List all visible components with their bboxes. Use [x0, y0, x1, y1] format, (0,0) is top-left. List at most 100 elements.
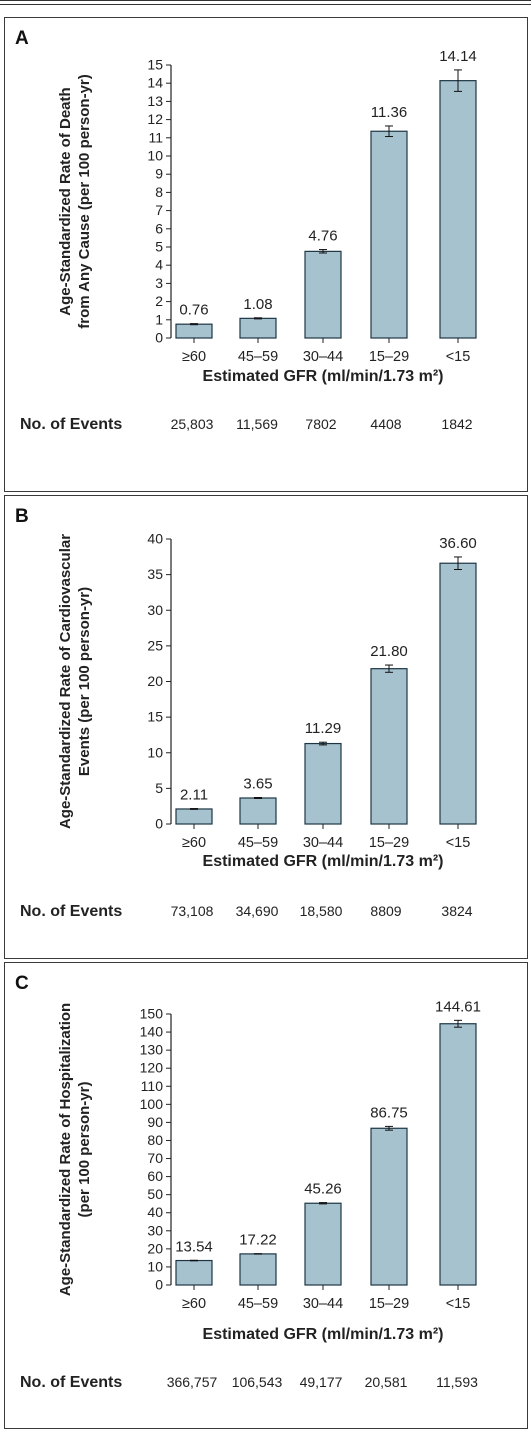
y-axis-title-line-2: Events (per 100 person-yr) [76, 587, 93, 776]
panel-label: A [15, 28, 29, 49]
events-label: No. of Events [20, 903, 122, 920]
y-tick-label: 110 [141, 1078, 164, 1094]
y-tick-label: 35 [147, 566, 163, 582]
y-axis-title-line-2: (per 100 person-yr) [76, 1082, 93, 1218]
data-label: 3.65 [243, 775, 272, 792]
panel-label: C [15, 973, 29, 994]
y-tick-label: 80 [147, 1132, 163, 1148]
y-tick-label: 10 [147, 744, 163, 760]
y-tick-label: 12 [147, 111, 163, 127]
y-tick-label: 15 [147, 57, 163, 73]
panel-b: B Age-Standardized Rate of Cardiovascular… [4, 495, 528, 959]
x-tick-label: 30–44 [303, 349, 343, 365]
y-axis-title-line-2: from Any Cause (per 100 person-yr) [76, 74, 93, 329]
y-tick-label: 10 [147, 1258, 163, 1274]
data-label: 11.29 [305, 720, 341, 737]
x-tick-label: <15 [446, 1296, 471, 1312]
x-tick-label: 15–29 [369, 835, 409, 851]
y-tick-label: 5 [155, 780, 163, 796]
data-label: 144.61 [435, 998, 481, 1015]
bar [370, 130, 408, 339]
y-tick-label: 0 [155, 1277, 163, 1293]
x-axis-title: Estimated GFR (ml/min/1.73 m²) [203, 1326, 444, 1343]
chart-a: A Age-Standardized Rate of Death from Any … [15, 28, 477, 433]
y-tick-label: 8 [155, 184, 163, 200]
y-tick-label: 1 [155, 311, 163, 327]
y-tick-label: 25 [147, 637, 163, 653]
data-label: 21.80 [370, 643, 408, 660]
bar [239, 1253, 277, 1286]
x-tick-label: 30–44 [303, 835, 343, 851]
y-tick-label: 15 [147, 709, 163, 725]
top-rule [0, 0, 531, 5]
x-tick-label: 45–59 [238, 1296, 278, 1312]
y-tick-label: 0 [155, 330, 163, 346]
y-tick-label: 2 [155, 293, 163, 309]
bar [439, 80, 477, 339]
bar [175, 1259, 213, 1286]
y-tick-label: 140 [140, 1024, 164, 1040]
data-label: 14.14 [439, 48, 477, 65]
data-label: 17.22 [239, 1232, 277, 1249]
y-tick-label: 150 [140, 1006, 164, 1022]
y-tick-label: 13 [147, 93, 163, 109]
panel-a: A Age-Standardized Rate of Death from Any … [4, 17, 528, 492]
data-label: 4.76 [308, 228, 337, 245]
y-tick-label: 11 [148, 129, 163, 145]
events-label: No. of Events [20, 416, 122, 433]
y-tick-label: 40 [147, 531, 163, 547]
y-tick-label: 9 [155, 166, 163, 182]
x-tick-label: ≥60 [182, 1296, 206, 1312]
data-label: 13.54 [175, 1238, 213, 1255]
data-label: 86.75 [370, 1104, 408, 1121]
bar [439, 1023, 477, 1286]
bar [304, 742, 342, 825]
y-tick-label: 40 [147, 1204, 163, 1220]
data-label: 2.11 [180, 787, 208, 804]
y-tick-label: 14 [147, 75, 163, 91]
bar [175, 808, 213, 825]
x-tick-label: 15–29 [369, 349, 409, 365]
y-tick-label: 4 [155, 257, 163, 273]
x-tick-label: <15 [446, 835, 471, 851]
bar [370, 668, 408, 825]
x-tick-label: ≥60 [182, 835, 206, 851]
x-tick-label: 45–59 [238, 835, 278, 851]
events-count: 11,569 [236, 416, 278, 432]
data-label: 11.36 [371, 104, 407, 121]
events-label: No. of Events [20, 1374, 122, 1391]
events-count: 1842 [441, 416, 472, 432]
data-label: 36.60 [439, 535, 477, 552]
chart-b: B Age-Standardized Rate of Cardiovascular… [15, 506, 477, 920]
events-count: 20,581 [365, 1374, 408, 1390]
y-tick-label: 0 [155, 816, 163, 832]
bar [239, 797, 277, 825]
y-tick-label: 100 [140, 1096, 164, 1112]
events-count: 4408 [370, 416, 401, 432]
data-label: 45.26 [304, 1181, 342, 1198]
events-count: 49,177 [300, 1374, 343, 1390]
events-count: 106,543 [232, 1374, 283, 1390]
y-axis-title: Age-Standardized Rate of Death from Any C… [57, 74, 93, 329]
bar [304, 1202, 342, 1286]
y-axis-title-line-1: Age-Standardized Rate of Death [57, 87, 74, 315]
y-axis-title-line-1: Age-Standardized Rate of Hospitalization [57, 1003, 74, 1296]
x-tick-label: ≥60 [182, 349, 206, 365]
bar [239, 317, 277, 339]
x-axis-title: Estimated GFR (ml/min/1.73 m²) [203, 368, 444, 385]
y-tick-label: 10 [147, 148, 163, 164]
bar [175, 323, 213, 339]
events-count: 7802 [305, 416, 336, 432]
y-tick-label: 90 [147, 1114, 163, 1130]
y-tick-label: 60 [147, 1168, 163, 1184]
events-count: 25,803 [171, 416, 214, 432]
x-tick-label: 15–29 [369, 1296, 409, 1312]
y-axis-title-line-1: Age-Standardized Rate of Cardiovascular [57, 534, 74, 829]
y-tick-label: 30 [147, 602, 163, 618]
y-axis-title: Age-Standardized Rate of Hospitalization… [57, 1003, 93, 1296]
events-count: 11,593 [436, 1374, 478, 1390]
events-count: 34,690 [236, 903, 279, 919]
y-tick-label: 130 [140, 1042, 164, 1058]
x-axis-title: Estimated GFR (ml/min/1.73 m²) [203, 853, 444, 870]
x-tick-label: <15 [446, 349, 471, 365]
